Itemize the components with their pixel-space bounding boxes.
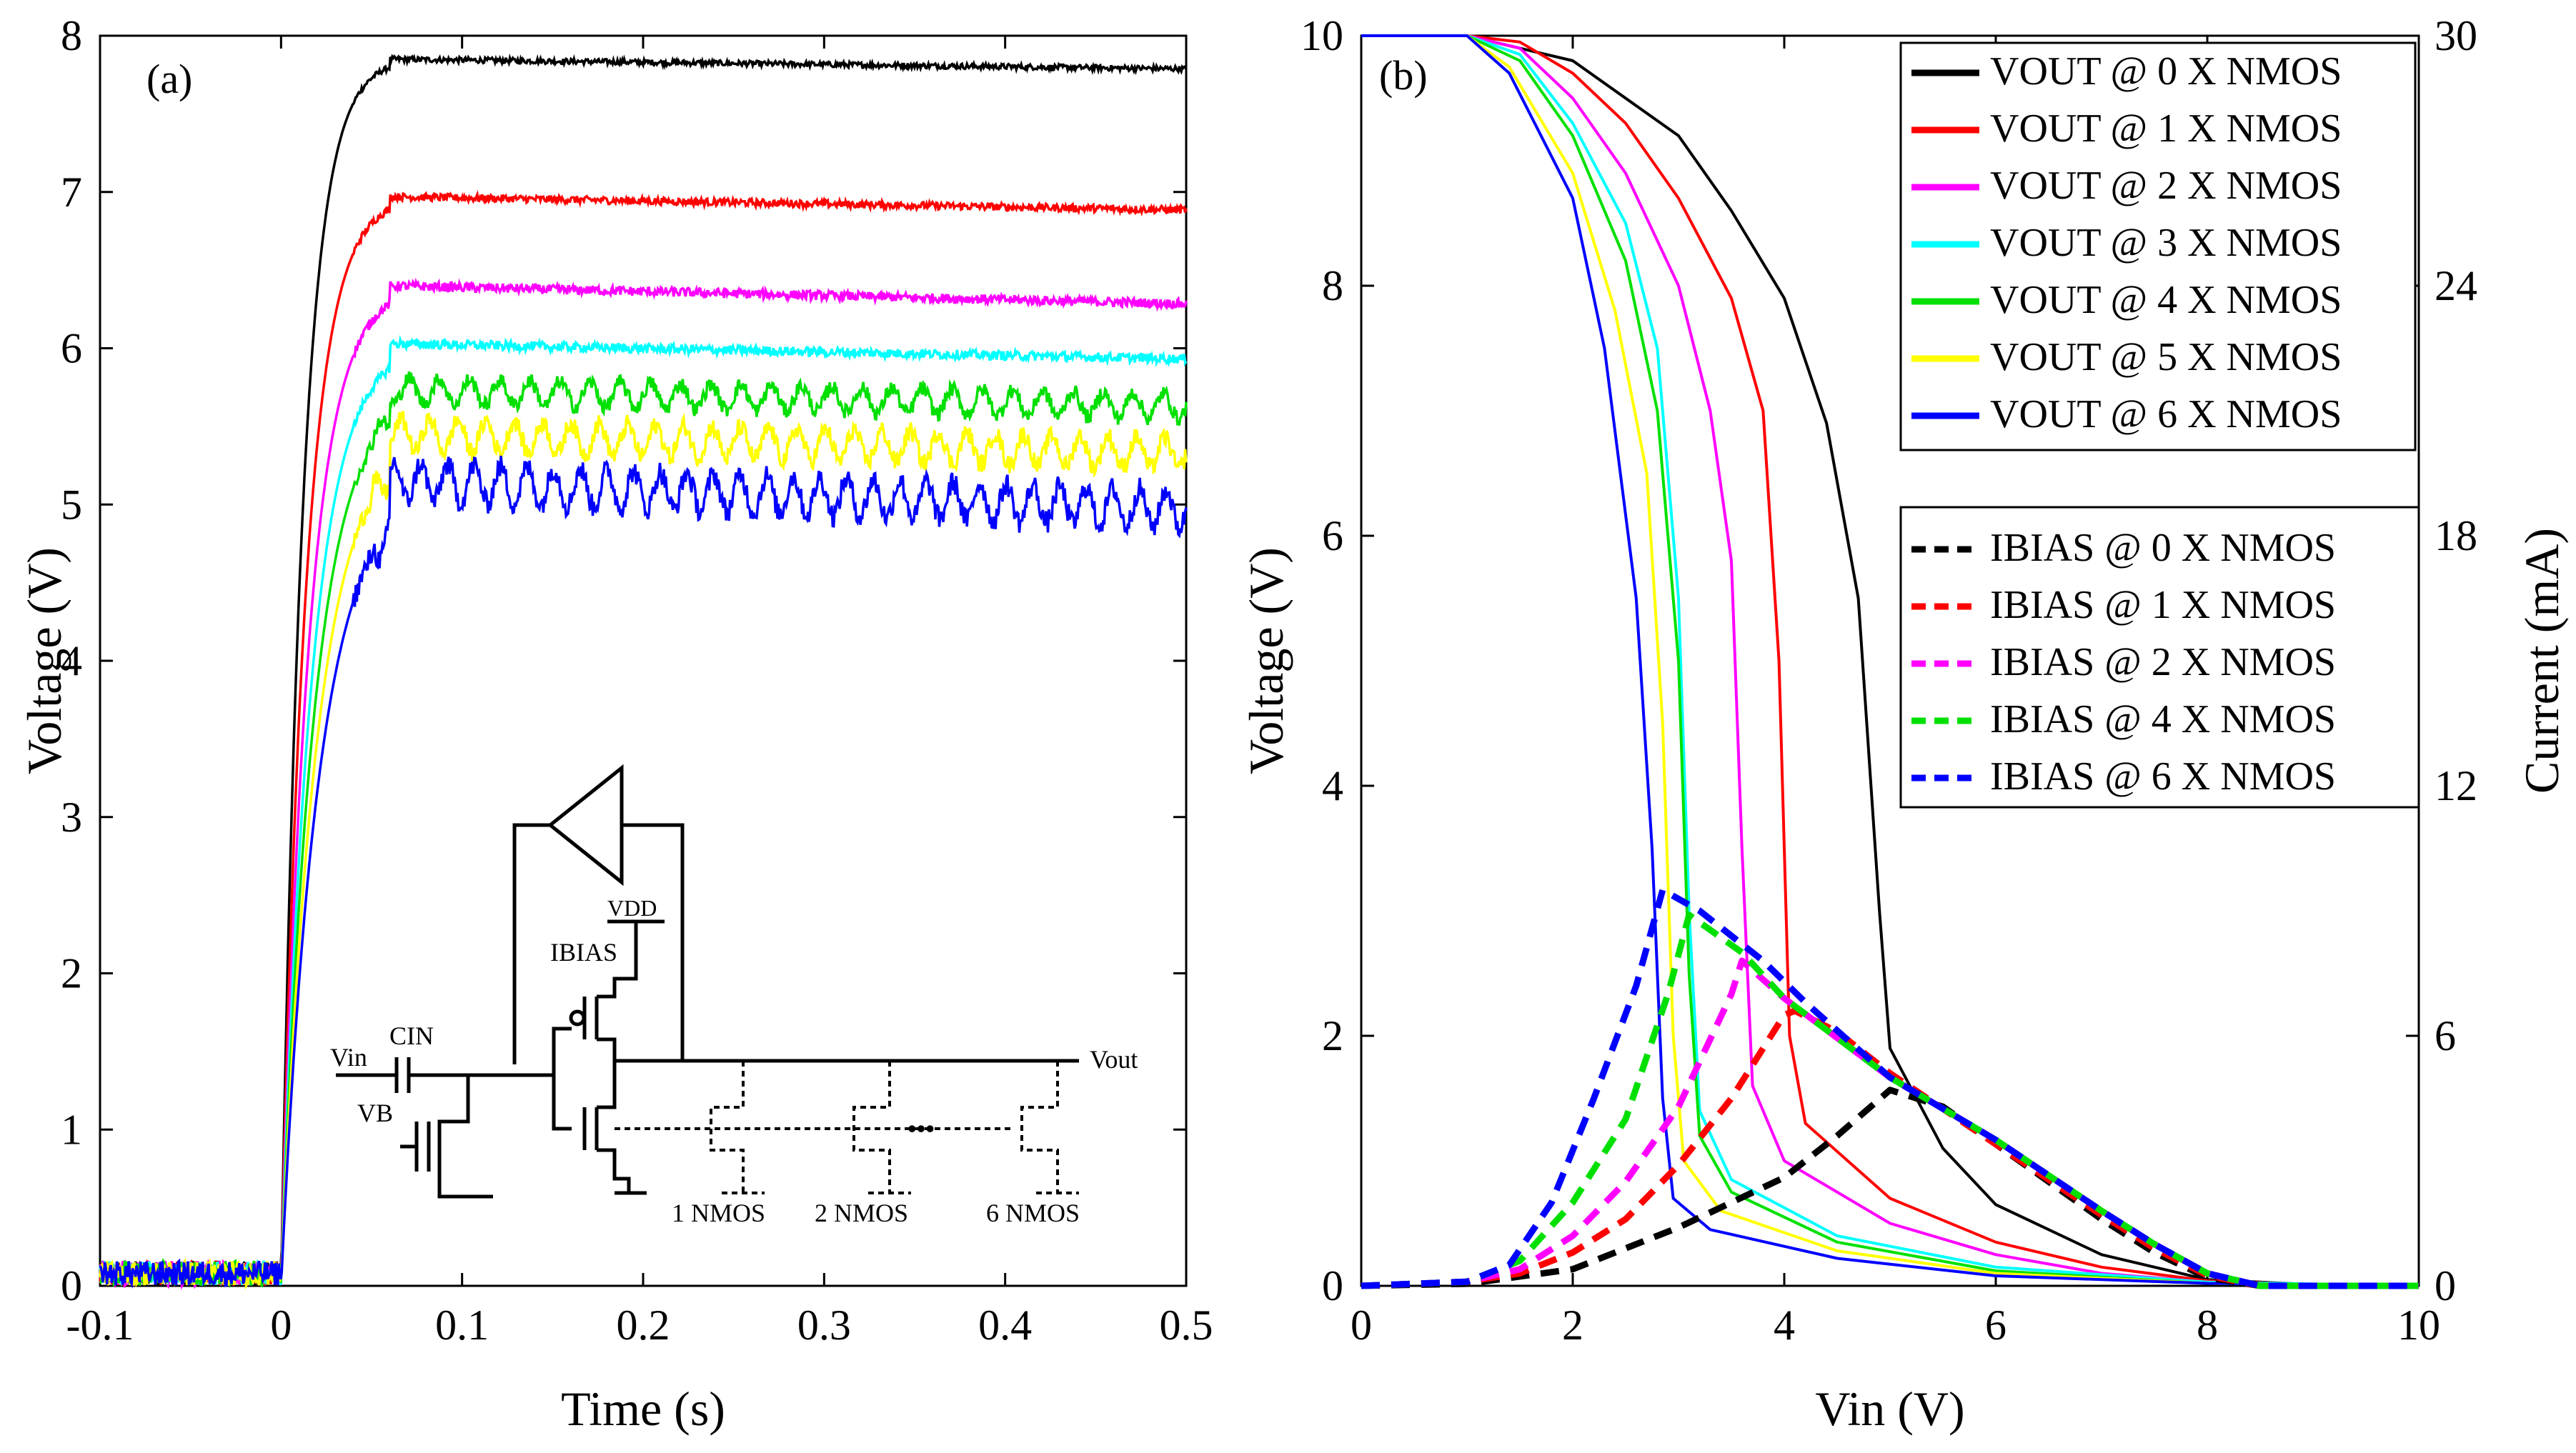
legend-ibias-box	[1899, 506, 2420, 809]
chart-b-x-tick-label: 2	[1562, 1302, 1583, 1349]
chart-a-x-tick-label: -0.1	[66, 1302, 134, 1349]
circuit-label-6-nmos: 6 NMOS	[986, 1199, 1080, 1227]
chart-a-x-tick-label: 0.2	[617, 1302, 670, 1349]
chart-a-series-6	[99, 455, 1188, 1289]
circuit-dashed-nmos-1	[710, 1061, 745, 1193]
legend-vout-label: VOUT @ 6 X NMOS	[1990, 392, 2342, 436]
chart-b-y-tick-label: 0	[1322, 1262, 1343, 1309]
legend-ibias-label: IBIAS @ 6 X NMOS	[1990, 754, 2336, 799]
circuit-label-2-nmos: 2 NMOS	[815, 1199, 908, 1227]
chart-b-series-group	[1361, 34, 2420, 1289]
chart-b-x-axis-label: Vin (V)	[1815, 1382, 1964, 1436]
chart-a-x-axis-label: Time (s)	[561, 1382, 725, 1436]
chart-b-x-tick-label: 0	[1351, 1302, 1372, 1349]
chart-b-vout-series-0	[1361, 34, 2420, 1287]
circuit-amp-output-wire	[622, 823, 685, 1061]
chart-b-y-tick-label: 10	[1301, 12, 1343, 59]
chart-b-y-tick-label: 4	[1322, 762, 1343, 809]
chart-a-y-tick-label: 5	[61, 481, 82, 528]
circuit-label-vout: Vout	[1090, 1045, 1138, 1074]
chart-a-y-tick-label: 6	[61, 325, 82, 372]
legend-ibias-label: IBIAS @ 4 X NMOS	[1990, 697, 2336, 742]
chart-b-y2-tick-label: 24	[2435, 262, 2477, 309]
circuit-label-vin: Vin	[330, 1043, 367, 1072]
chart-a-y-tick-label: 4	[61, 637, 82, 684]
chart-b-y2-axis-label: Current (mA)	[2515, 528, 2569, 794]
circuit-dashed-nmos-2	[852, 1061, 891, 1193]
chart-b-y2-tick-label: 18	[2435, 512, 2477, 559]
chart-a-inset-circuit	[336, 764, 1079, 1199]
chart-b-y-axis-label: Voltage (V)	[1239, 547, 1293, 774]
chart-b-x-tick-label: 10	[2397, 1302, 2440, 1349]
chart-a-y-tick-label: 3	[61, 794, 82, 841]
chart-a-plot-area	[99, 34, 1188, 1287]
legend-ibias-label: IBIAS @ 0 X NMOS	[1990, 526, 2336, 570]
chart-b-panel-label: (b)	[1379, 52, 1428, 99]
circuit-feedback-wire	[512, 823, 550, 1064]
chart-b-ibias-series-4	[1361, 887, 2419, 1289]
circuit-label-cin: CIN	[389, 1022, 434, 1050]
legend-vout-label: VOUT @ 4 X NMOS	[1990, 278, 2342, 322]
chart-b-vout-series-5	[1361, 34, 2420, 1287]
chart-b-y2-tick-label: 12	[2435, 762, 2477, 809]
chart-a-x-tick-label: 0.5	[1160, 1302, 1213, 1349]
chart-b-y-tick-label: 8	[1322, 262, 1343, 309]
chart-b-y-tick-label: 6	[1322, 512, 1343, 559]
circuit-nmos-source	[597, 1148, 631, 1193]
legend-vout-label: VOUT @ 1 X NMOS	[1990, 106, 2342, 151]
legend-vout-box	[1899, 41, 2417, 451]
chart-b-ibias-series-3	[1361, 912, 2419, 1289]
chart-b-vout-series-1	[1361, 34, 2420, 1287]
chart-a-panel-label: (a)	[146, 56, 192, 102]
chart-b-vout-series-4	[1361, 34, 2420, 1287]
legend-vout-items: VOUT @ 0 X NMOS VOUT @ 1 X NMOS VOUT @ 2 X…	[1911, 49, 2342, 436]
chart-a-x-tick-label: 0.1	[435, 1302, 489, 1349]
legend-ibias-label: IBIAS @ 1 X NMOS	[1990, 583, 2336, 627]
chart-a-y-tick-label: 0	[61, 1262, 82, 1309]
circuit-stack-wire	[597, 1037, 617, 1109]
legend-vout-label: VOUT @ 3 X NMOS	[1990, 221, 2342, 265]
legend-ibias-items: IBIAS @ 0 X NMOS IBIAS @ 1 X NMOS IBIAS @ …	[1911, 526, 2336, 799]
chart-b-legend-ibias: IBIAS @ 0 X NMOS IBIAS @ 1 X NMOS IBIAS @ …	[1899, 506, 2420, 809]
legend-vout-label: VOUT @ 0 X NMOS	[1990, 49, 2342, 94]
chart-b-y2-tick-label: 0	[2435, 1262, 2456, 1309]
circuit-gate-wire	[514, 1027, 572, 1077]
circuit-dashed-nmos-6	[1020, 1061, 1059, 1193]
chart-a-x-tick-label: 0.3	[797, 1302, 851, 1349]
chart-a-y-tick-label: 1	[61, 1106, 82, 1153]
chart-b-vout-series-3	[1361, 34, 2420, 1287]
legend-ibias-label: IBIAS @ 2 X NMOS	[1990, 640, 2336, 684]
circuit-labels: Vin CIN VB VDD IBIAS Vout 1 NMOS 2 NMOS …	[330, 895, 1138, 1227]
chart-b-y-tick-label: 2	[1322, 1012, 1343, 1059]
circuit-label-vb: VB	[357, 1099, 393, 1127]
chart-a-series-group	[99, 53, 1188, 1290]
chart-b-x-tick-label: 6	[1985, 1302, 2006, 1349]
circuit-dashed-nmos-group	[615, 1061, 1079, 1194]
chart-a-y-tick-label: 8	[61, 12, 82, 59]
chart-a-y-axis-label: Voltage (V)	[17, 547, 71, 774]
chart-b-y2-tick-label: 6	[2435, 1012, 2456, 1059]
chart-b-vout-series-6	[1361, 34, 2420, 1287]
circuit-bias-node	[437, 1075, 470, 1172]
legend-vout-label: VOUT @ 5 X NMOS	[1990, 335, 2342, 379]
chart-a-x-tick-label: 0	[270, 1302, 292, 1349]
chart-a-y-tick-label: 2	[61, 950, 82, 997]
chart-a-y-tick-label: 7	[61, 169, 82, 216]
chart-a-x-tick-label: 0.4	[978, 1302, 1032, 1349]
chart-b-y2-tick-label: 30	[2435, 12, 2477, 59]
legend-vout-label: VOUT @ 2 X NMOS	[1990, 164, 2342, 208]
chart-b-legend-vout: VOUT @ 0 X NMOS VOUT @ 1 X NMOS VOUT @ 2 X…	[1899, 41, 2417, 451]
circuit-label-ibias: IBIAS	[550, 938, 617, 967]
chart-b-x-tick-label: 4	[1774, 1302, 1795, 1349]
chart-b-x-tick-label: 8	[2197, 1302, 2218, 1349]
circuit-label-vdd: VDD	[607, 895, 657, 921]
circuit-label-ellipsis: •••	[907, 1114, 935, 1143]
circuit-label-1-nmos: 1 NMOS	[672, 1199, 765, 1227]
circuit-nmos-gate-wire	[552, 1075, 572, 1131]
